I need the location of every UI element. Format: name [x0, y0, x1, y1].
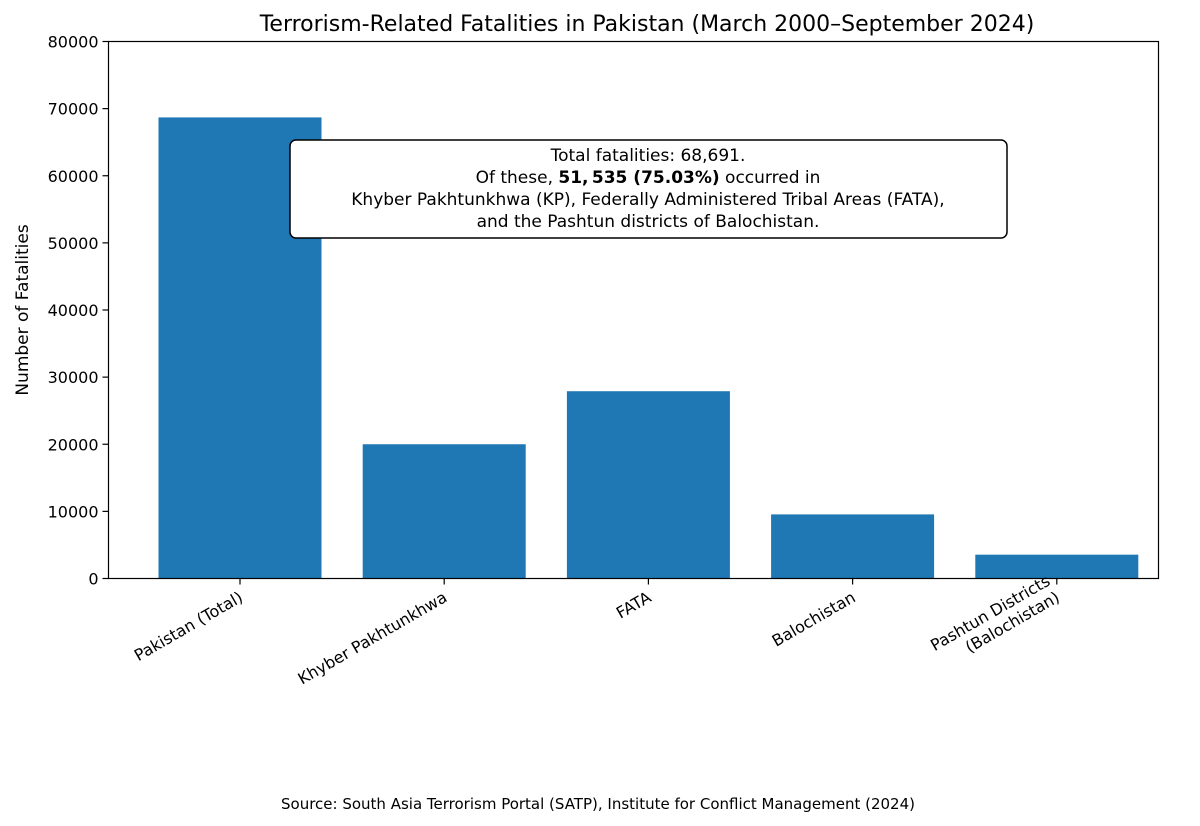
annotation-box: Total fatalities: 68,691. Of these, 51, …	[289, 139, 1008, 239]
annotation-line-2: Of these, 51, 535 (75.03%) occurred in	[476, 168, 821, 188]
y-tick-label: 70000	[48, 100, 99, 119]
x-axis: Pakistan (Total) Khyber Pakhtunkhwa FATA Ba…	[131, 571, 1063, 688]
plot-frame	[107, 40, 1160, 580]
y-axis: 0 10000 20000 30000 40000 50000 60000 70000 8000…	[48, 33, 109, 589]
annotation-line-3: Khyber Pakhtunkhwa (KP), Federally Admin…	[351, 190, 944, 210]
y-tick-label: 80000	[48, 33, 99, 52]
x-tick-label-2: FATA	[613, 587, 655, 622]
y-tick-label: 40000	[48, 301, 99, 320]
source-note: Source: South Asia Terrorism Portal (SAT…	[281, 795, 915, 813]
bar-2	[566, 391, 730, 579]
y-tick-label: 0	[88, 570, 98, 589]
x-tick-label-1: Khyber Pakhtunkhwa	[295, 588, 451, 689]
y-axis-label: Number of Fatalities	[13, 224, 33, 395]
x-tick-label-3: Balochistan	[769, 588, 859, 651]
y-tick-label: 20000	[48, 435, 99, 454]
bar-1	[362, 444, 526, 579]
y-tick-label: 30000	[48, 368, 99, 387]
y-tick-label: 60000	[48, 167, 99, 186]
y-tick-label: 10000	[48, 502, 99, 521]
annotation-line-2-post: occurred in	[720, 168, 821, 188]
annotation-line-2-bold: 51, 535 (75.03%)	[558, 168, 719, 188]
annotation-frame	[289, 139, 1008, 239]
x-tick-label-4: Pashtun Districts(Balochistan)	[927, 571, 1063, 671]
chart-title: Terrorism-Related Fatalities in Pakistan…	[259, 12, 1035, 37]
y-tick-label: 50000	[48, 234, 99, 253]
annotation-line-1: Total fatalities: 68,691.	[550, 146, 746, 166]
bar-3	[771, 514, 935, 579]
annotation-line-2-pre: Of these,	[476, 168, 559, 188]
x-tick-label-0: Pakistan (Total)	[131, 588, 246, 665]
bar-4	[975, 554, 1139, 579]
annotation-line-4: and the Pashtun districts of Balochistan…	[477, 212, 820, 232]
